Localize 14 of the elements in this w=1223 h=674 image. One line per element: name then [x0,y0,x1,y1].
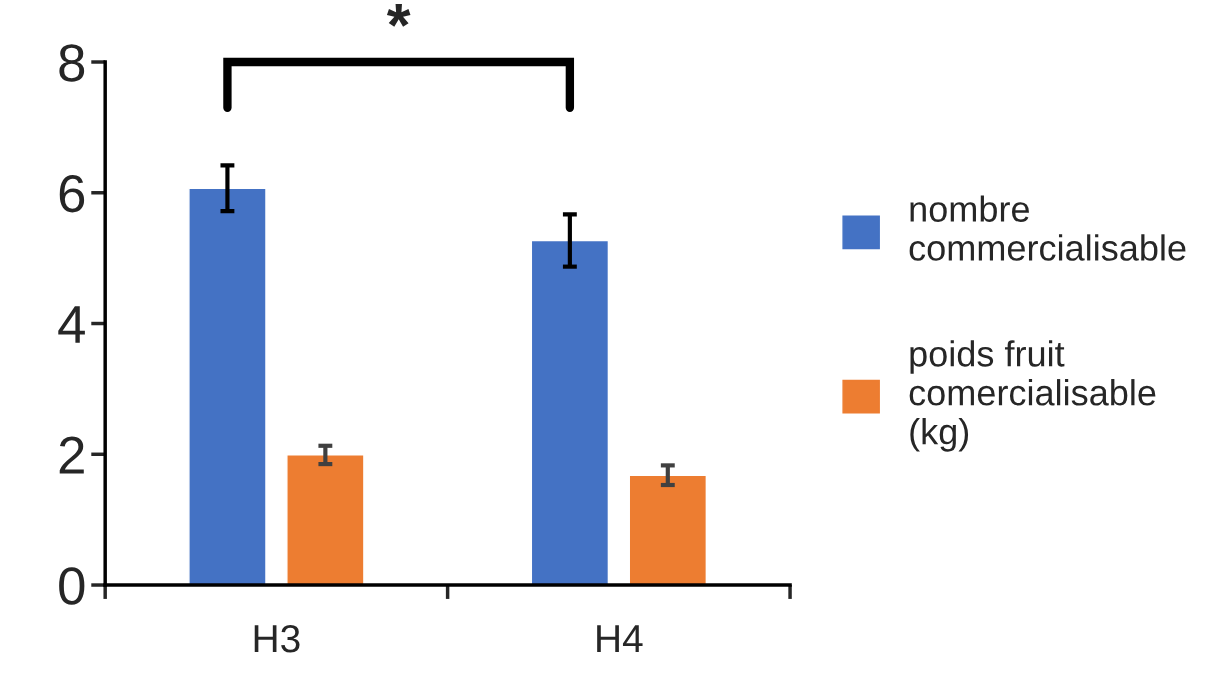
bar [188,187,267,586]
y-tick-label: 0 [59,567,85,605]
bar [286,454,365,586]
y-tick-label: 6 [59,175,85,213]
y-tick-label: 4 [58,306,85,343]
x-tick-label: H4 [597,625,643,653]
y-tick-label: 2 [59,436,84,474]
bar [628,474,708,586]
bar [530,239,610,586]
x-tick-label: H3 [254,624,300,653]
legend-label: poids fruit comercialisable (kg) [909,340,1156,452]
text: * [386,4,411,27]
legend-label: nombre commercialisable [909,195,1186,261]
y-tick-label: 8 [59,44,85,82]
